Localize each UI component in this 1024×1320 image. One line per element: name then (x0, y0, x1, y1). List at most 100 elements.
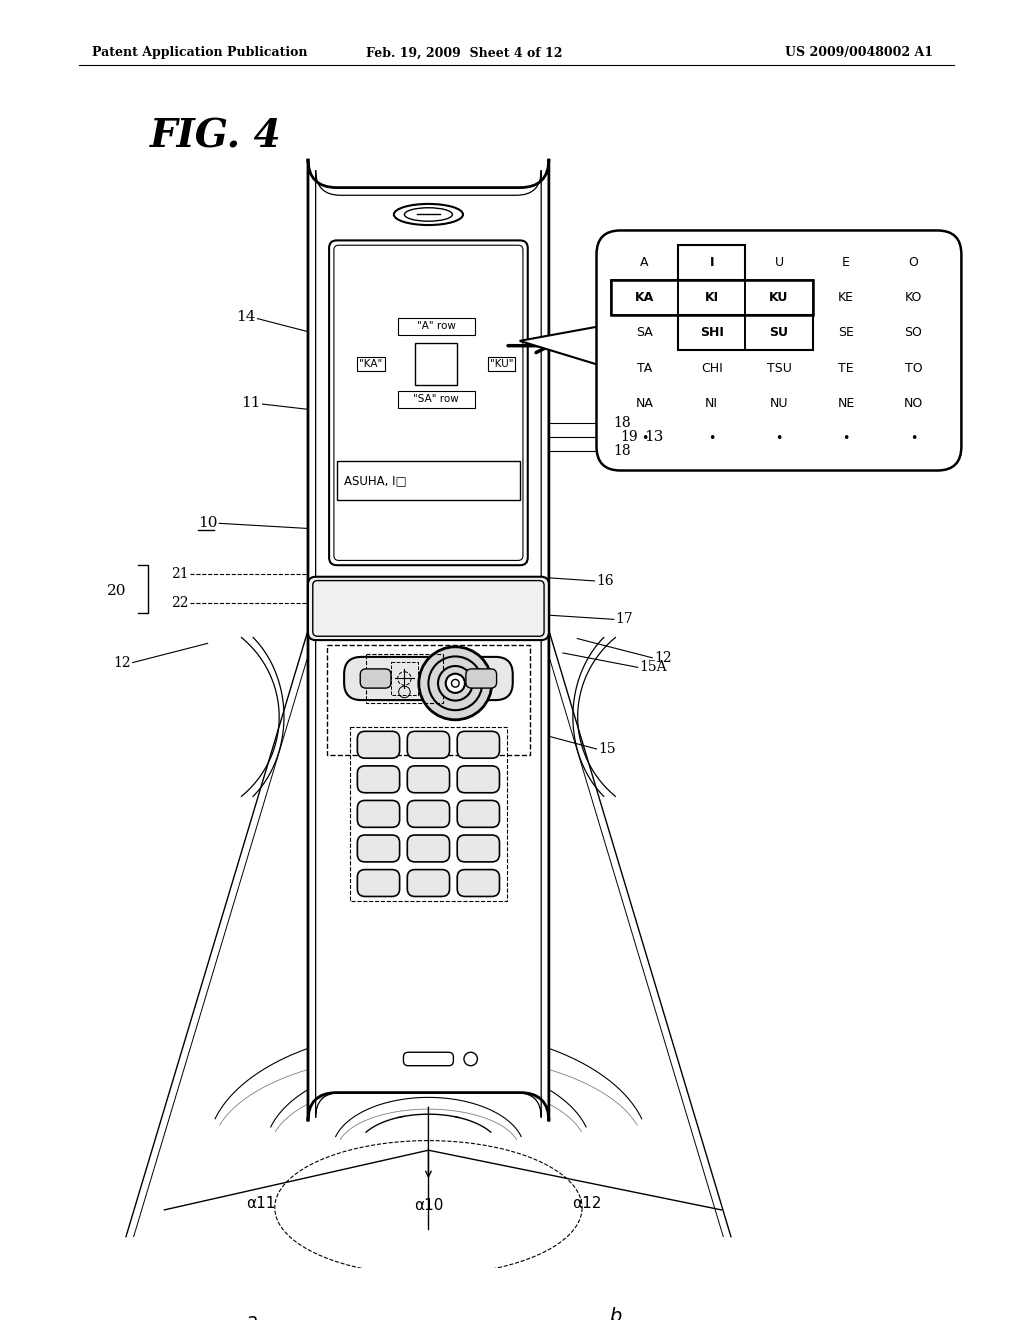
Text: TO: TO (904, 362, 923, 375)
Text: 15: 15 (598, 742, 616, 756)
FancyBboxPatch shape (408, 731, 450, 758)
Text: α11: α11 (246, 1196, 275, 1210)
Text: α10: α10 (414, 1199, 443, 1213)
Text: α12: α12 (572, 1196, 601, 1210)
Text: TSU: TSU (767, 362, 792, 375)
Circle shape (438, 667, 473, 701)
Text: "SA" row: "SA" row (414, 395, 459, 404)
Text: NE: NE (838, 397, 855, 409)
Text: 18: 18 (613, 445, 632, 458)
Circle shape (452, 680, 459, 688)
Bar (745, 315, 813, 351)
Text: "A" row: "A" row (417, 321, 456, 331)
Bar (337, 461, 520, 500)
FancyBboxPatch shape (308, 158, 549, 1122)
Text: 12: 12 (114, 656, 131, 669)
Bar (366, 655, 442, 702)
Circle shape (445, 673, 465, 693)
FancyBboxPatch shape (458, 766, 500, 793)
Text: NA: NA (636, 397, 653, 409)
Bar (611, 280, 678, 315)
Text: NU: NU (770, 397, 788, 409)
FancyBboxPatch shape (403, 1052, 454, 1065)
Bar (678, 315, 745, 351)
Text: 14: 14 (237, 310, 256, 323)
Text: 15A: 15A (640, 660, 668, 675)
Bar (611, 280, 813, 315)
Text: SHI: SHI (699, 326, 724, 339)
Text: SA: SA (636, 326, 653, 339)
FancyBboxPatch shape (357, 870, 399, 896)
FancyBboxPatch shape (458, 836, 500, 862)
Bar (745, 280, 813, 315)
Circle shape (419, 647, 492, 719)
Text: SO: SO (904, 326, 923, 339)
Bar (328, 645, 529, 755)
Text: E: E (842, 256, 850, 269)
FancyBboxPatch shape (308, 577, 549, 640)
Text: •: • (909, 432, 918, 445)
Bar (678, 315, 813, 351)
Text: ASUHA, I□: ASUHA, I□ (344, 474, 408, 487)
Text: Feb. 19, 2009  Sheet 4 of 12: Feb. 19, 2009 Sheet 4 of 12 (366, 46, 562, 59)
Text: b: b (609, 1307, 622, 1320)
Text: "KU": "KU" (489, 359, 513, 368)
Circle shape (428, 656, 482, 710)
FancyBboxPatch shape (360, 669, 391, 688)
Text: FIG. 4: FIG. 4 (150, 117, 282, 156)
FancyBboxPatch shape (458, 800, 500, 828)
Text: KE: KE (839, 292, 854, 304)
Text: 17: 17 (615, 612, 634, 627)
Text: A: A (640, 256, 649, 269)
Text: a: a (245, 1312, 257, 1320)
Text: NO: NO (904, 397, 923, 409)
Bar (391, 663, 418, 694)
Text: CHI: CHI (700, 362, 723, 375)
Text: NI: NI (706, 397, 718, 409)
Text: •: • (775, 432, 782, 445)
Text: 12: 12 (654, 651, 672, 665)
Text: "KA": "KA" (359, 359, 382, 368)
Bar (678, 280, 745, 315)
FancyBboxPatch shape (408, 800, 450, 828)
FancyBboxPatch shape (357, 766, 399, 793)
Bar (397, 318, 474, 335)
Polygon shape (520, 326, 598, 364)
Text: KI: KI (705, 292, 719, 304)
Polygon shape (599, 327, 611, 364)
FancyBboxPatch shape (408, 766, 450, 793)
Text: U: U (774, 256, 783, 269)
Text: •: • (843, 432, 850, 445)
FancyBboxPatch shape (458, 731, 500, 758)
Text: O: O (908, 256, 919, 269)
Bar (678, 244, 745, 280)
Text: 16: 16 (597, 574, 614, 587)
Text: •: • (708, 432, 716, 445)
Text: SE: SE (839, 326, 854, 339)
FancyBboxPatch shape (329, 240, 527, 565)
Text: •: • (641, 432, 648, 445)
Text: US 2009/0048002 A1: US 2009/0048002 A1 (784, 46, 933, 59)
Text: 11: 11 (241, 396, 260, 411)
FancyBboxPatch shape (357, 836, 399, 862)
FancyBboxPatch shape (357, 800, 399, 828)
Text: KO: KO (904, 292, 922, 304)
Text: 13: 13 (644, 430, 664, 444)
FancyBboxPatch shape (597, 231, 962, 470)
FancyBboxPatch shape (466, 669, 497, 688)
Text: SU: SU (769, 326, 788, 339)
FancyBboxPatch shape (357, 731, 399, 758)
Text: 19: 19 (621, 430, 638, 444)
FancyBboxPatch shape (458, 870, 500, 896)
FancyBboxPatch shape (408, 870, 450, 896)
Text: 20: 20 (106, 583, 126, 598)
Bar (415, 343, 458, 385)
Text: 18: 18 (613, 416, 632, 429)
Bar (678, 244, 745, 280)
Text: Patent Application Publication: Patent Application Publication (92, 46, 308, 59)
Circle shape (464, 1052, 477, 1065)
Bar (349, 726, 507, 902)
Text: KU: KU (769, 292, 788, 304)
Text: 22: 22 (171, 597, 188, 610)
Bar (397, 391, 474, 408)
